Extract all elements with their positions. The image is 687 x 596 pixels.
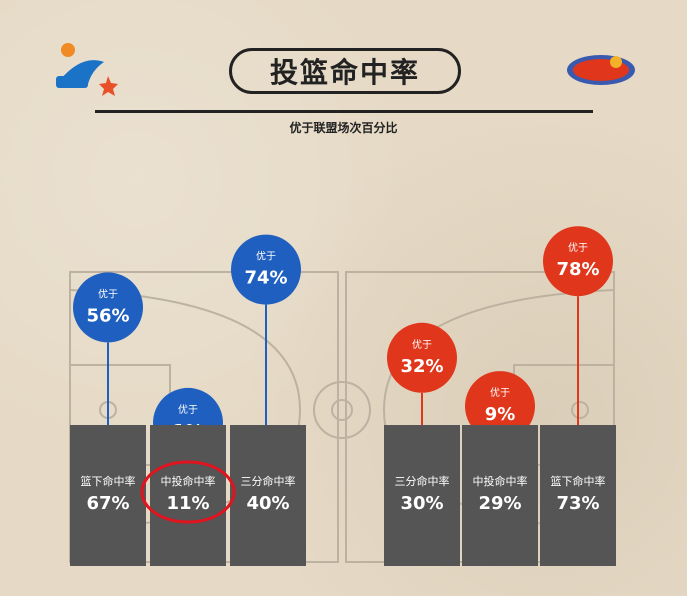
stat-label: 篮下命中率 — [550, 475, 606, 488]
stat-value: 11% — [166, 493, 210, 514]
title-divider — [95, 110, 593, 113]
page-subtitle: 优于联盟场次百分比 — [289, 121, 398, 135]
bubble — [73, 272, 143, 343]
bubble-mark: 优于 32% — [387, 322, 457, 425]
stat-label: 中投命中率 — [472, 475, 528, 488]
basketball-icon — [61, 43, 75, 57]
bubble-caption: 优于 — [256, 250, 276, 263]
stat-box-left-2: 三分命中率 40% — [230, 425, 306, 566]
bubble-caption: 优于 — [490, 386, 510, 399]
stat-value: 40% — [246, 493, 290, 514]
bubble-caption: 优于 — [178, 403, 198, 416]
bubble-mark: 优于 56% — [73, 272, 143, 425]
bubble-value: 56% — [86, 305, 129, 326]
stat-label: 中投命中率 — [160, 475, 216, 488]
bubble-value: 32% — [400, 356, 443, 377]
bubble — [231, 234, 301, 305]
stat-value: 29% — [478, 493, 522, 514]
stat-label: 三分命中率 — [240, 475, 296, 488]
stat-value: 73% — [556, 493, 600, 514]
stat-label: 三分命中率 — [394, 475, 450, 488]
center-circle-inner — [331, 399, 353, 421]
logo-text-plate — [56, 76, 88, 88]
bubble-caption: 优于 — [568, 241, 588, 254]
stat-box-left-1: 中投命中率 11% — [150, 425, 226, 566]
bubble-value: 74% — [244, 268, 287, 289]
stat-box-right-0: 三分命中率 30% — [384, 425, 460, 566]
stat-value: 30% — [400, 493, 444, 514]
team-logo-left — [56, 43, 118, 96]
bubble-mark: 优于 74% — [231, 234, 301, 425]
bubble-value: 78% — [556, 259, 599, 280]
bubble — [465, 371, 535, 442]
right-hoop — [571, 401, 589, 419]
stat-value: 67% — [86, 493, 130, 514]
center-circle — [313, 381, 371, 439]
stat-box-right-2: 篮下命中率 73% — [540, 425, 616, 566]
bubble-caption: 优于 — [98, 287, 118, 300]
team-logo-right — [567, 55, 635, 85]
stat-box-left-0: 篮下命中率 67% — [70, 425, 146, 566]
bubble — [543, 226, 613, 297]
stat-box-right-1: 中投命中率 29% — [462, 425, 538, 566]
basketball-icon — [610, 56, 622, 68]
bubble-mark: 优于 9% — [465, 371, 535, 442]
bubble-value: 9% — [485, 404, 516, 425]
bubble-mark: 优于 78% — [543, 226, 613, 425]
stat-label: 篮下命中率 — [80, 475, 136, 488]
bubble-caption: 优于 — [412, 338, 432, 351]
bubble — [387, 322, 457, 393]
page-title: 投篮命中率 — [229, 48, 461, 94]
star-icon — [99, 76, 118, 96]
